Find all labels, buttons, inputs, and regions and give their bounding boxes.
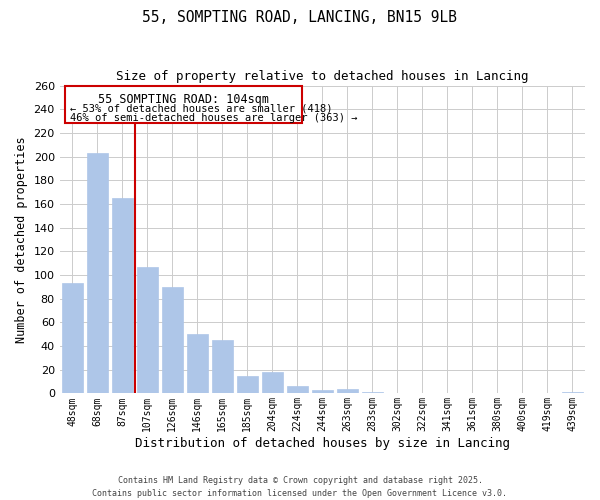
- Text: ← 53% of detached houses are smaller (418): ← 53% of detached houses are smaller (41…: [70, 104, 332, 114]
- Bar: [287, 386, 308, 394]
- Bar: [262, 372, 283, 394]
- Bar: [236, 376, 258, 394]
- Bar: [362, 392, 383, 394]
- FancyBboxPatch shape: [65, 86, 302, 124]
- Text: 55 SOMPTING ROAD: 104sqm: 55 SOMPTING ROAD: 104sqm: [98, 92, 269, 106]
- X-axis label: Distribution of detached houses by size in Lancing: Distribution of detached houses by size …: [135, 437, 510, 450]
- Bar: [137, 266, 158, 394]
- Text: 55, SOMPTING ROAD, LANCING, BN15 9LB: 55, SOMPTING ROAD, LANCING, BN15 9LB: [143, 10, 458, 25]
- Bar: [161, 287, 183, 394]
- Bar: [212, 340, 233, 394]
- Text: Contains HM Land Registry data © Crown copyright and database right 2025.
Contai: Contains HM Land Registry data © Crown c…: [92, 476, 508, 498]
- Title: Size of property relative to detached houses in Lancing: Size of property relative to detached ho…: [116, 70, 529, 83]
- Bar: [187, 334, 208, 394]
- Text: 46% of semi-detached houses are larger (363) →: 46% of semi-detached houses are larger (…: [70, 113, 357, 123]
- Bar: [62, 284, 83, 394]
- Bar: [562, 392, 583, 394]
- Bar: [312, 390, 333, 394]
- Bar: [86, 153, 108, 394]
- Bar: [337, 388, 358, 394]
- Y-axis label: Number of detached properties: Number of detached properties: [15, 136, 28, 343]
- Bar: [112, 198, 133, 394]
